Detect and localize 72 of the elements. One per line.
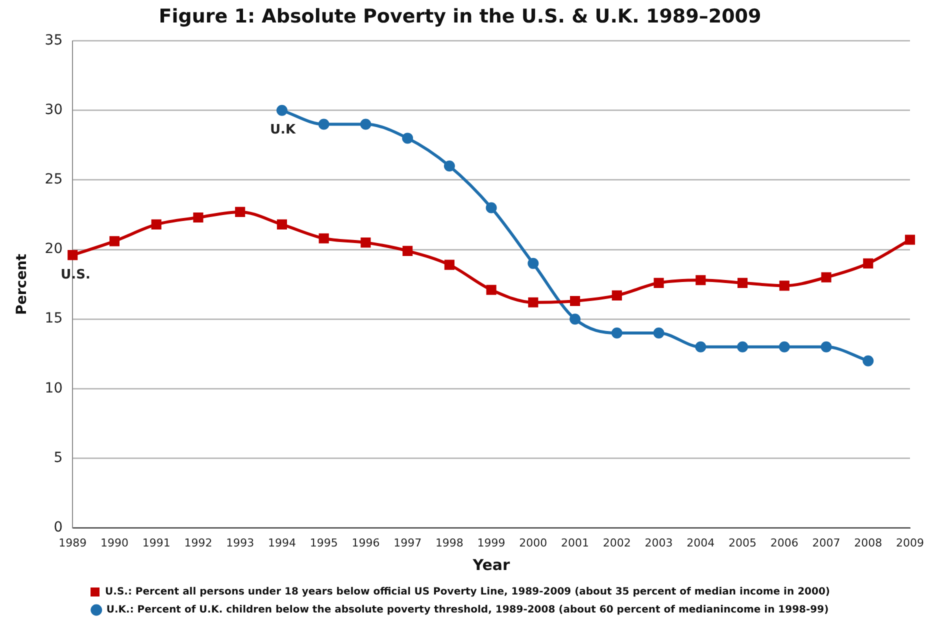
x-tick-label: 1997 <box>394 536 422 550</box>
point <box>612 290 622 300</box>
x-tick-label: 1999 <box>477 536 506 550</box>
point <box>695 341 706 352</box>
x-tick-label: 1994 <box>268 536 296 550</box>
x-tick-label: 1996 <box>352 536 380 550</box>
x-axis-title: Year <box>472 556 510 574</box>
y-axis-title: Percent <box>14 253 30 315</box>
point <box>820 341 832 352</box>
x-tick-label: 2004 <box>686 536 715 550</box>
point <box>611 328 622 338</box>
y-tick-label: 25 <box>44 172 63 188</box>
point <box>444 260 454 270</box>
point <box>570 296 580 306</box>
x-tick-label: 1995 <box>310 536 338 550</box>
point <box>863 258 874 268</box>
y-tick-label: 0 <box>54 519 63 536</box>
x-tick-label: 2009 <box>896 536 924 550</box>
point <box>109 236 120 246</box>
annotation: U.K <box>270 122 296 138</box>
x-tick-label: 1992 <box>184 536 212 550</box>
x-tick-label: 2000 <box>519 536 548 550</box>
point <box>402 132 414 144</box>
point <box>904 234 916 245</box>
point <box>654 278 664 288</box>
point <box>486 202 497 214</box>
x-tick-label: 2003 <box>644 536 673 550</box>
point <box>318 233 329 244</box>
x-tick-label: 1989 <box>58 536 87 550</box>
point <box>68 250 78 260</box>
y-tick-label: 5 <box>54 450 63 466</box>
y-tick-label: 30 <box>44 102 63 118</box>
point <box>444 160 455 172</box>
x-tick-label: 1993 <box>226 536 254 550</box>
point <box>779 280 790 291</box>
point <box>737 341 748 352</box>
x-tick-label: 2001 <box>561 536 590 550</box>
point <box>402 246 413 256</box>
y-tick-label: 20 <box>44 241 63 258</box>
point <box>276 104 288 116</box>
point <box>235 206 246 217</box>
x-tick-label: 2002 <box>602 536 631 550</box>
x-tick-label: 1990 <box>100 536 128 550</box>
x-tick-label: 2008 <box>854 536 882 550</box>
point <box>778 341 790 352</box>
point <box>696 275 706 286</box>
point <box>653 328 664 338</box>
point <box>151 219 162 230</box>
point <box>821 272 832 282</box>
point <box>193 212 204 223</box>
point <box>360 118 372 130</box>
point <box>528 258 539 269</box>
x-tick-label: 2005 <box>728 536 757 550</box>
point <box>570 314 581 325</box>
point <box>276 219 287 230</box>
point <box>318 118 330 130</box>
legend-label: U.K.: Percent of U.K. children below the absolute poverty threshold, 1989-2008 (about 60 percent of medianincome in 1998-99) <box>106 604 829 616</box>
point <box>737 278 748 288</box>
chart-title: Figure 1: Absolute Poverty in the U.S. & U.K. 1989–2009 <box>158 5 762 28</box>
point <box>360 238 371 248</box>
point <box>862 355 874 366</box>
x-tick-label: 1998 <box>435 536 464 550</box>
point <box>486 284 496 295</box>
y-tick-label: 10 <box>44 380 63 396</box>
legend-label: U.S.: Percent all persons under 18 years below official US Poverty Line, 1989-2009 (about 35 percent of median income in 2000) <box>105 586 830 598</box>
x-tick-label: 2007 <box>812 536 840 550</box>
y-tick-label: 15 <box>44 310 63 327</box>
y-tick-label: 35 <box>44 32 63 48</box>
x-tick-label: 1991 <box>142 536 170 550</box>
point <box>528 297 538 308</box>
x-tick-label: 2006 <box>770 536 798 550</box>
annotation: U.S. <box>60 267 90 282</box>
